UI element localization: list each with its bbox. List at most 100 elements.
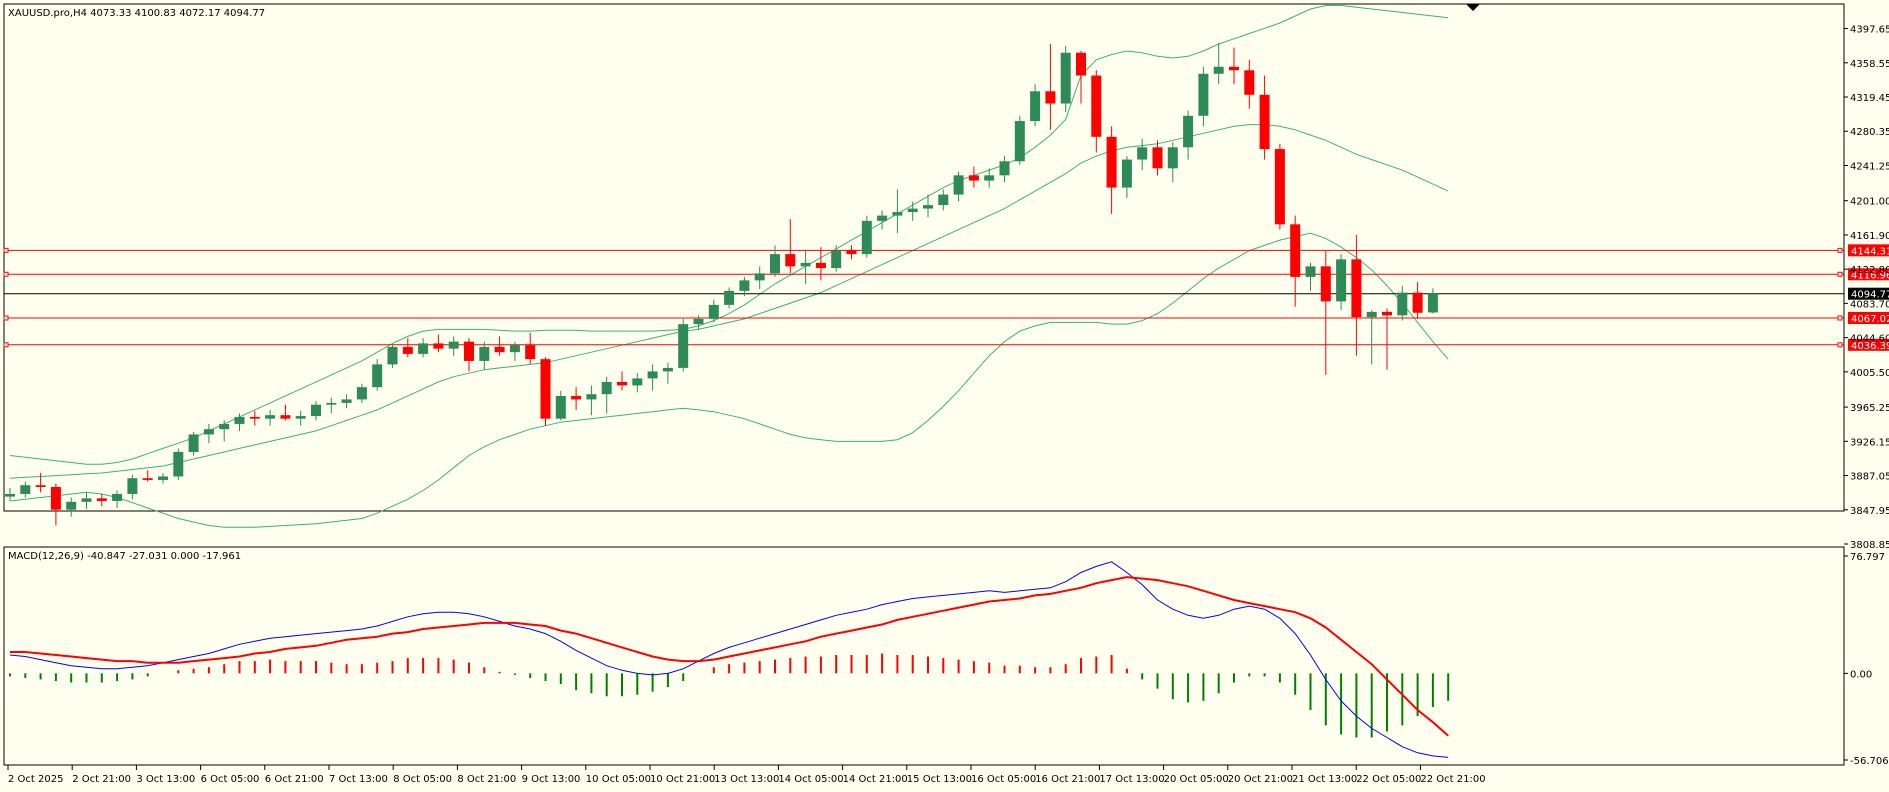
candle-body[interactable] — [464, 341, 474, 361]
candle-body[interactable] — [112, 493, 123, 501]
candle-body[interactable] — [984, 175, 995, 181]
candle-body[interactable] — [448, 341, 459, 349]
candle-body[interactable] — [265, 415, 276, 419]
candle-body[interactable] — [877, 215, 888, 221]
candle-body[interactable] — [326, 402, 337, 405]
candle-body[interactable] — [66, 501, 77, 510]
candle-body[interactable] — [173, 451, 184, 477]
candle-body[interactable] — [509, 345, 520, 353]
candle-body[interactable] — [311, 404, 321, 417]
candle-body[interactable] — [1397, 292, 1408, 316]
candle-body[interactable] — [5, 493, 15, 497]
candle-body[interactable] — [770, 254, 780, 274]
candle-body[interactable] — [1320, 266, 1331, 302]
candle-body[interactable] — [402, 346, 413, 354]
candle-body[interactable] — [617, 381, 627, 386]
candle-body[interactable] — [754, 273, 765, 281]
candle-body[interactable] — [1091, 75, 1102, 137]
candle-body[interactable] — [724, 290, 735, 305]
macd-panel[interactable] — [3, 546, 1845, 766]
candle-body[interactable] — [479, 346, 490, 361]
candle-body[interactable] — [968, 175, 979, 181]
candle-body[interactable] — [1060, 52, 1071, 104]
candle-body[interactable] — [571, 395, 582, 400]
candle-body[interactable] — [1427, 293, 1438, 313]
candle-body[interactable] — [127, 478, 138, 494]
candle-body[interactable] — [1213, 66, 1224, 74]
candle-body[interactable] — [35, 485, 46, 487]
candle-body[interactable] — [1121, 159, 1132, 188]
candle-body[interactable] — [892, 212, 903, 216]
candle-body[interactable] — [234, 416, 245, 424]
candle-body[interactable] — [372, 364, 383, 388]
candle-body[interactable] — [203, 429, 214, 435]
candle-body[interactable] — [1290, 224, 1301, 277]
candle-body[interactable] — [632, 378, 643, 386]
candle-body[interactable] — [142, 478, 153, 480]
candle-body[interactable] — [662, 367, 673, 372]
candle-body[interactable] — [938, 194, 949, 206]
line-anchor-left[interactable] — [3, 342, 9, 348]
candle-body[interactable] — [907, 208, 918, 213]
candle-body[interactable] — [1305, 266, 1316, 277]
candle-body[interactable] — [1014, 121, 1025, 162]
candle-body[interactable] — [800, 262, 811, 267]
candle-body[interactable] — [953, 175, 964, 195]
line-anchor-left[interactable] — [3, 247, 9, 253]
candle-body[interactable] — [81, 498, 92, 502]
candle-body[interactable] — [20, 485, 31, 494]
candle-body[interactable] — [387, 346, 398, 365]
candle-body[interactable] — [1198, 73, 1209, 116]
line-anchor-right[interactable] — [1837, 342, 1843, 348]
candle-body[interactable] — [601, 381, 612, 395]
candle-body[interactable] — [861, 220, 872, 255]
candle-body[interactable] — [693, 318, 704, 325]
candle-body[interactable] — [1336, 259, 1347, 302]
candle-body[interactable] — [586, 394, 597, 400]
line-anchor-right[interactable] — [1837, 315, 1843, 321]
candle-body[interactable] — [923, 205, 933, 209]
candle-body[interactable] — [494, 346, 505, 353]
candle-body[interactable] — [356, 387, 367, 400]
candle-body[interactable] — [96, 498, 107, 501]
candle-body[interactable] — [1106, 136, 1117, 188]
candle-body[interactable] — [831, 250, 842, 269]
candle-body[interactable] — [1045, 91, 1056, 104]
candle-body[interactable] — [555, 395, 566, 419]
candle-body[interactable] — [1366, 311, 1377, 318]
line-anchor-left[interactable] — [3, 315, 9, 321]
line-anchor-left[interactable] — [3, 271, 9, 277]
candle-body[interactable] — [1412, 292, 1423, 313]
candle-body[interactable] — [341, 399, 352, 403]
candle-body[interactable] — [525, 345, 536, 360]
candle-body[interactable] — [708, 304, 719, 319]
candle-body[interactable] — [1351, 259, 1362, 318]
candle-body[interactable] — [540, 359, 551, 419]
candle-body[interactable] — [785, 254, 796, 267]
price-panel[interactable] — [3, 3, 1845, 512]
candle-body[interactable] — [1183, 115, 1194, 148]
candle-body[interactable] — [1167, 147, 1178, 169]
candle-body[interactable] — [188, 434, 199, 452]
candle-body[interactable] — [158, 476, 168, 480]
candle-body[interactable] — [1076, 52, 1086, 76]
candle-body[interactable] — [1382, 311, 1392, 316]
candle-body[interactable] — [249, 416, 260, 419]
candle-body[interactable] — [280, 415, 291, 419]
candle-body[interactable] — [219, 423, 230, 430]
candle-body[interactable] — [815, 262, 826, 269]
candle-body[interactable] — [295, 416, 306, 419]
candle-body[interactable] — [1030, 91, 1041, 122]
candle-body[interactable] — [50, 486, 61, 510]
candle-body[interactable] — [1244, 70, 1255, 95]
candle-body[interactable] — [846, 250, 857, 255]
candle-body[interactable] — [433, 343, 444, 349]
candle-body[interactable] — [739, 280, 750, 291]
candle-body[interactable] — [1229, 66, 1239, 71]
line-anchor-right[interactable] — [1837, 271, 1843, 277]
candle-body[interactable] — [1152, 147, 1163, 169]
line-anchor-right[interactable] — [1837, 247, 1843, 253]
candle-body[interactable] — [999, 161, 1010, 176]
candle-body[interactable] — [1137, 147, 1148, 160]
